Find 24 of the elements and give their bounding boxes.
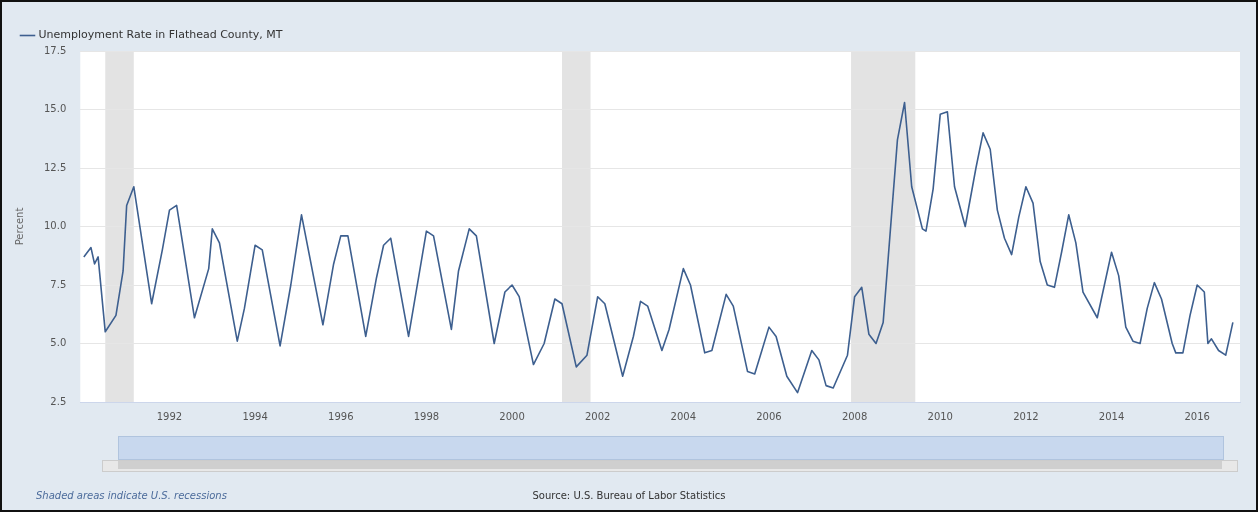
- y-tick-label: 2.5: [50, 395, 67, 407]
- y-tick-label: 10.0: [44, 220, 67, 232]
- x-tick-label: 2014: [1098, 410, 1125, 422]
- x-tick-label: 1992: [156, 410, 183, 422]
- x-tick-label: 2012: [1013, 410, 1039, 422]
- x-tick-label: 2002: [584, 410, 611, 422]
- x-tick-label: 1994: [242, 410, 268, 422]
- y-tick-label: 7.5: [50, 278, 67, 290]
- text: Shaded areas indicate U.S. recessions: [36, 490, 227, 501]
- source-note: Source: U.S. Bureau of Labor Statistics: [532, 490, 726, 501]
- legend-label: Unemployment Rate in Flathead County, MT: [38, 28, 283, 42]
- y-tick-label: 17.5: [44, 44, 67, 56]
- y-axis-title: Percent: [13, 207, 25, 246]
- x-tick-label: 1998: [413, 410, 440, 422]
- x-tick-label: 2016: [1184, 410, 1210, 422]
- x-tick-label: 2006: [756, 410, 782, 422]
- x-tick-label: 2000: [499, 410, 525, 422]
- y-tick-label: 12.5: [44, 161, 67, 173]
- y-tick-label: 5.0: [50, 337, 67, 349]
- x-tick-label: 2008: [841, 410, 868, 422]
- x-tick-label: 2004: [670, 410, 697, 422]
- y-tick-label: 15.0: [44, 103, 67, 115]
- x-tick-label: 1996: [328, 410, 354, 422]
- x-tick-label: 2010: [927, 410, 953, 422]
